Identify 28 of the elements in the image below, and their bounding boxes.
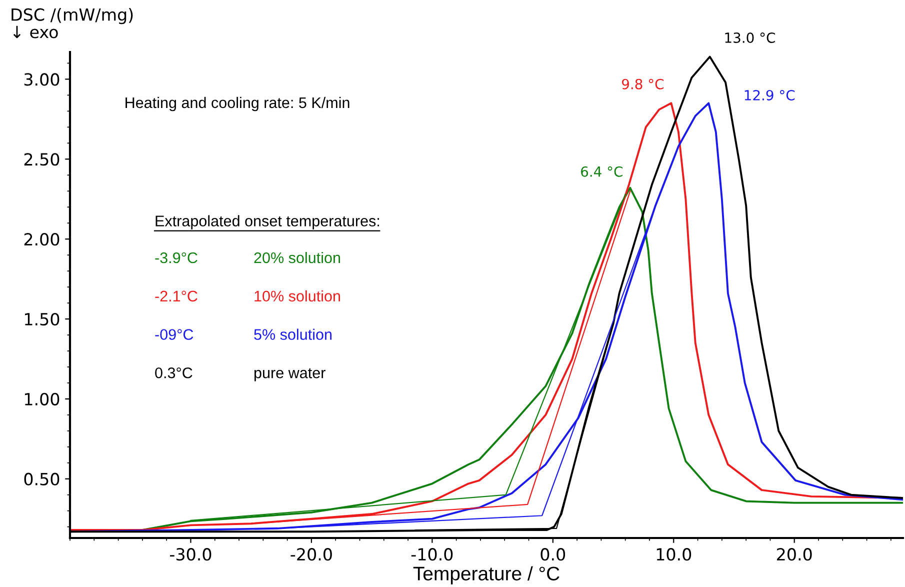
- text: 10% solution: [254, 290, 340, 302]
- x-tick-label: -30.0: [170, 548, 212, 561]
- y-tick-label: 2.00: [24, 233, 60, 246]
- x-tick-label: -10.0: [411, 548, 453, 561]
- annotation: Extrapolated onset temperatures:: [156, 215, 380, 230]
- y-tick-label: 0.50: [24, 472, 60, 486]
- annotation: Heating and cooling rate: 5 K/min: [126, 96, 350, 112]
- text: 20% solution: [254, 252, 340, 264]
- annotation: 0.3°C: [155, 367, 192, 378]
- y-tick-label: 3.00: [24, 73, 60, 86]
- text: 5% solution: [254, 328, 332, 340]
- annotation: -2.1°C: [155, 290, 198, 302]
- annotation: -3.9°C: [155, 252, 198, 264]
- annotation: 9.8 °C: [622, 78, 664, 90]
- x-axis-title: Temperature / °C: [413, 566, 560, 584]
- x-tick-label: 10.0: [656, 548, 692, 561]
- y-axis-title: DSC /(mW/mg) ↓ exo: [12, 8, 133, 38]
- annotation: 6.4 °C: [581, 166, 622, 177]
- annotation: 13.0 °C: [725, 32, 775, 43]
- y-tick-label: 1.50: [25, 312, 60, 326]
- x-tick-label: -20.0: [290, 548, 332, 561]
- y-tick-label: 2.50: [24, 153, 60, 166]
- annotation: -09°C: [155, 329, 194, 340]
- text: pure water: [254, 368, 326, 382]
- x-tick-label: 20.0: [777, 548, 812, 561]
- y-tick-label: 1.00: [25, 392, 60, 406]
- x-tick-label: 0.0: [540, 548, 566, 561]
- annotation: 12.9 °C: [744, 90, 795, 100]
